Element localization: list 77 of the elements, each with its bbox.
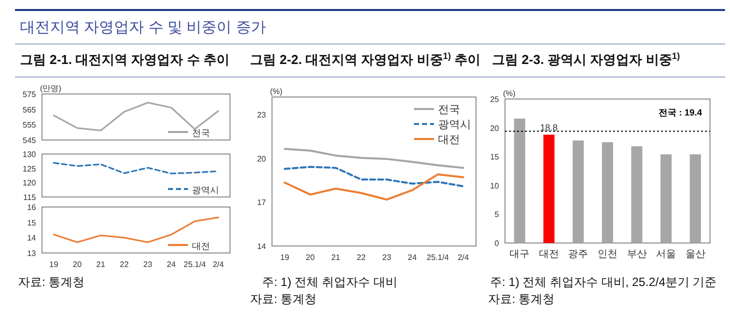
line-series: [284, 173, 464, 201]
y-tick-label: 25: [490, 95, 500, 104]
x-tick-label: 25.1/4: [184, 260, 206, 269]
line-series: [52, 216, 220, 244]
x-tick-label: 23: [143, 260, 153, 269]
bar: [572, 140, 584, 243]
data-label: 18.8: [540, 122, 558, 133]
x-tick-label: 22: [356, 253, 366, 262]
y-tick-label: 125: [22, 164, 37, 174]
y-tick-label: 15: [490, 152, 500, 162]
legend-label: 대전: [438, 134, 460, 146]
x-tick-label: 대구: [510, 249, 530, 260]
y-tick-label: 115: [23, 193, 37, 202]
x-tick-label: 부산: [626, 249, 647, 260]
x-tick-label: 20: [306, 253, 316, 262]
y-tick-label: 17: [257, 198, 267, 208]
x-tick-label: 2/4: [212, 260, 224, 269]
x-tick-label: 22: [120, 260, 130, 269]
y-tick-label: 5: [494, 210, 500, 220]
bar: [514, 118, 526, 243]
chart-title: 그림 2-3. 광역시 자영업자 비중$^{1)}$: [492, 51, 680, 67]
x-tick-label: 19: [49, 260, 59, 269]
x-tick-label: 울산: [685, 249, 706, 260]
x-tick-label: 광주: [568, 249, 588, 260]
x-tick-label: 서울: [656, 249, 676, 260]
legend-label: 전국: [192, 128, 210, 138]
bar: [690, 154, 701, 243]
legend-label: 대전: [192, 241, 210, 251]
x-tick-label: 24: [166, 260, 176, 269]
text: 주: 1) 전체 취업자수 대비: [262, 275, 398, 289]
legend-label: 전국: [438, 104, 460, 116]
bar: [543, 134, 554, 243]
bar: [602, 142, 614, 243]
chart-title: 그림 2-1. 대전지역 자영업자 수 추이: [20, 52, 230, 67]
y-tick-label: 10: [490, 181, 500, 190]
y-tick-label: 14: [27, 234, 37, 243]
ref-line-label: 전국 : 19.4: [658, 107, 702, 118]
y-tick-label: 14: [257, 242, 267, 251]
chart-title: 그림 2-2. 대전지역 자영업자 비중$^{1)}$ 추이: [250, 51, 481, 67]
y-tick-label: 575: [22, 90, 37, 99]
text: 대전지역 자영업자 수 및 비중이 증가: [20, 19, 266, 36]
y-tick-label: 20: [257, 154, 267, 164]
y-tick-label: 565: [22, 105, 37, 114]
y-axis-title: (만명): [40, 84, 62, 93]
x-tick-label: 대전: [538, 249, 559, 260]
x-tick-label: 인천: [598, 249, 618, 260]
text: 주: 1) 전체 취업자수 대비, 25.2/4분기 기준: [490, 275, 717, 289]
line-series: [52, 162, 220, 174]
text: 자료: 통계청: [18, 275, 85, 289]
y-tick-label: 545: [22, 136, 37, 145]
bar: [631, 146, 642, 243]
y-tick-label: 0: [494, 239, 500, 248]
text: 자료: 통계청: [488, 292, 555, 306]
bar: [660, 154, 672, 243]
x-tick-label: 20: [72, 260, 82, 269]
x-tick-label: 25.1/4: [426, 253, 450, 262]
y-tick-label: 130: [22, 150, 37, 159]
y-tick-label: 20: [490, 124, 500, 133]
y-axis-title: (%): [270, 87, 283, 96]
legend-label: 광역시: [192, 185, 219, 195]
x-tick-label: 19: [280, 253, 290, 262]
y-tick-label: 23: [257, 110, 267, 120]
y-tick-label: 13: [27, 249, 37, 258]
x-tick-label: 21: [96, 260, 106, 269]
text: 자료: 통계청: [250, 292, 317, 306]
y-tick-label: 15: [27, 218, 37, 228]
x-tick-label: 2/4: [458, 253, 470, 262]
x-tick-label: 21: [331, 253, 341, 262]
y-tick-label: 120: [22, 178, 37, 188]
y-axis-title: (%): [503, 89, 516, 98]
x-tick-label: 23: [382, 253, 392, 262]
legend-label: 광역시: [438, 119, 471, 131]
line-series: [284, 166, 464, 188]
y-tick-label: 555: [22, 120, 37, 130]
x-tick-label: 24: [408, 253, 418, 262]
line-series: [284, 148, 464, 169]
y-tick-label: 16: [27, 203, 37, 212]
